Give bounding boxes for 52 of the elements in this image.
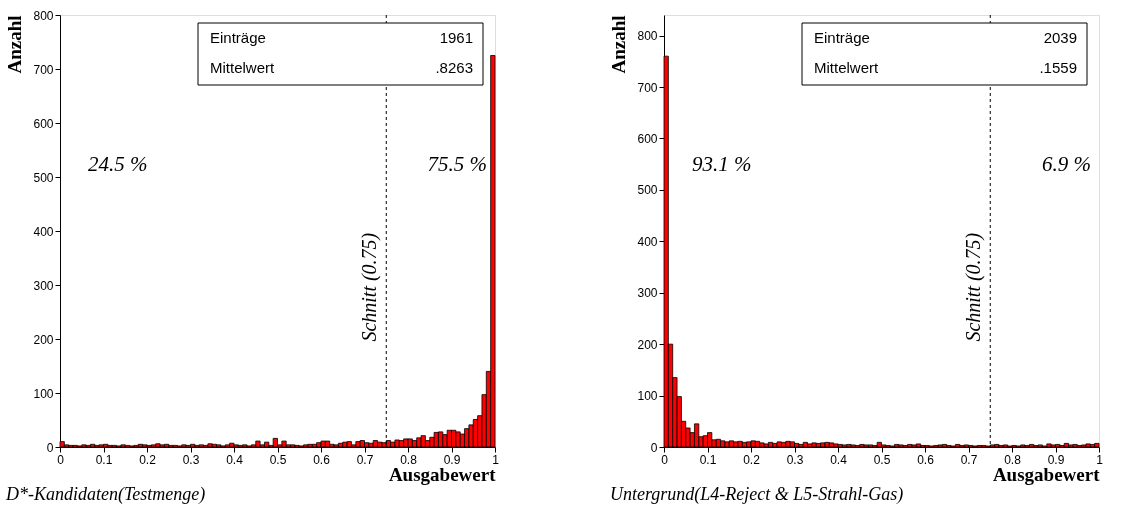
y-tick-label: 100 [637, 389, 658, 404]
y-tick-label: 300 [637, 286, 658, 301]
ref-line-label: Schnitt (0.75) [962, 232, 986, 342]
y-tick-label: 600 [637, 131, 658, 146]
y-tick-label: 100 [33, 386, 54, 401]
x-tick-label: 0.6 [917, 452, 935, 467]
x-tick-label: 0 [57, 452, 65, 467]
x-tick-label: 0.4 [830, 452, 848, 467]
x-tick-label: 0.2 [139, 452, 157, 467]
y-tick-label: 0 [650, 440, 658, 455]
y-tick-label: 800 [33, 8, 54, 23]
annotation: 75.5 % [427, 152, 487, 176]
annotation: .1559 [1039, 59, 1077, 76]
y-tick-label: 700 [33, 62, 54, 77]
annotation: .8263 [435, 59, 473, 76]
annotation: Einträge [210, 29, 266, 46]
x-tick-label: 0.3 [182, 452, 200, 467]
x-tick-label: 0.7 [960, 452, 978, 467]
x-tick-label: 0.3 [786, 452, 804, 467]
y-tick-label: 200 [33, 332, 54, 347]
x-tick-label: 0.5 [269, 452, 287, 467]
y-tick-label: 700 [637, 80, 658, 95]
y-tick-label: 600 [33, 116, 54, 131]
annotation: Mittelwert [210, 59, 276, 76]
y-tick-label: 500 [637, 183, 658, 198]
annotation: 6.9 % [1042, 152, 1091, 176]
x-tick-label: 0.5 [873, 452, 891, 467]
y-axis-title: Anzahl [4, 15, 26, 74]
text: D*-Kandidaten(Testmenge) [4, 484, 206, 505]
y-tick-label: 500 [33, 170, 54, 185]
y-tick-label: 400 [637, 234, 658, 249]
annotation: 1961 [439, 29, 473, 46]
annotation: Einträge [814, 29, 870, 46]
x-tick-label: 0.1 [95, 452, 113, 467]
y-axis-title: Anzahl [608, 15, 630, 74]
x-tick-label: 0.4 [226, 452, 244, 467]
annotation: 93.1 % [692, 152, 752, 176]
y-tick-label: 200 [637, 337, 658, 352]
annotation: 2039 [1043, 29, 1077, 46]
y-tick-label: 300 [33, 278, 54, 293]
text: Untergrund(L4-Reject & L5-Strahl-Gas) [609, 484, 904, 505]
x-tick-label: 0.2 [743, 452, 761, 467]
annotation: Mittelwert [814, 59, 880, 76]
x-tick-label: 0 [661, 452, 669, 467]
y-tick-label: 0 [46, 440, 54, 455]
y-tick-label: 400 [33, 224, 54, 239]
ref-line-label: Schnitt (0.75) [358, 232, 382, 342]
x-tick-label: 0.7 [356, 452, 374, 467]
x-tick-label: 0.1 [699, 452, 717, 467]
y-tick-label: 800 [637, 29, 658, 44]
annotation: 24.5 % [88, 152, 148, 176]
x-tick-label: 0.6 [313, 452, 331, 467]
